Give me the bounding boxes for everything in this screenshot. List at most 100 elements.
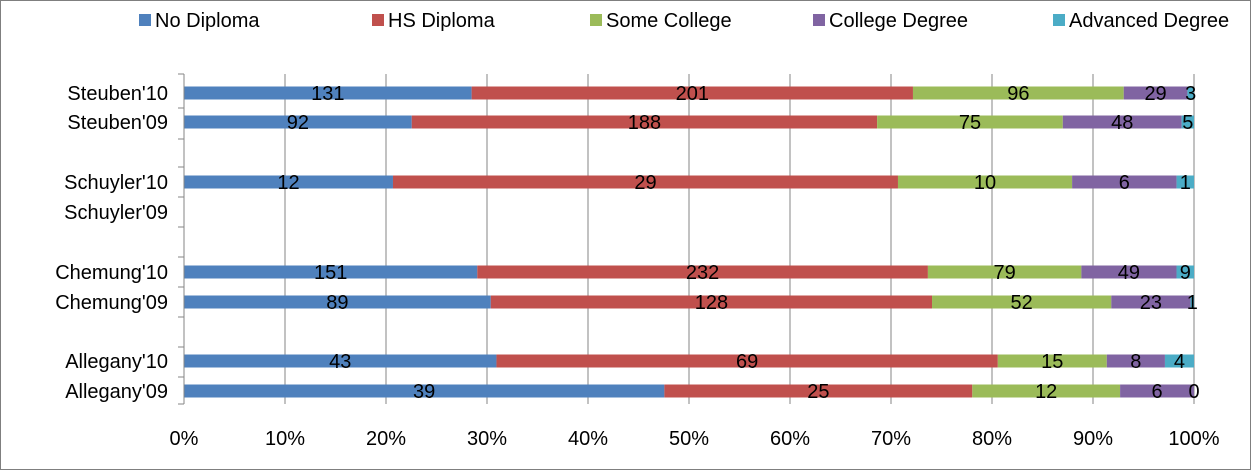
bar-segment [1176,175,1194,189]
data-label: 52 [1011,292,1033,314]
bar-segment [1081,265,1177,279]
category-label: Allegany'10 [65,351,168,373]
data-label: 201 [676,83,709,105]
x-tick-label: 100% [1168,428,1219,450]
x-tick-label: 60% [770,428,810,450]
x-tick-label: 70% [871,428,911,450]
category-label: Schuyler'09 [64,202,168,224]
data-label: 151 [314,262,347,284]
legend-swatch [372,14,384,26]
bar-segment [932,295,1112,309]
x-tick-label: 0% [170,428,199,450]
category-label: Steuben'10 [67,83,168,105]
bar-segment [997,354,1107,368]
bar-segment [184,354,497,368]
data-label: 8 [1130,351,1141,373]
data-label: 188 [628,112,661,134]
category-label: Schuyler'10 [64,172,168,194]
data-label: 128 [695,292,728,314]
bar-segment [1176,265,1194,279]
data-label: 6 [1151,381,1162,403]
data-label: 75 [959,112,981,134]
data-label: 69 [736,351,758,373]
y-axis: Steuben'10 Steuben'09 Schuyler'10 Schuyler'… [55,73,185,405]
bar-segment [1111,295,1191,309]
x-tick-label: 10% [265,428,305,450]
bar-segment [496,354,998,368]
bar-segment [912,86,1124,100]
x-tick-label: 20% [366,428,406,450]
bar-segment [1123,86,1188,100]
category-label: Chemung'10 [55,262,168,284]
bar-segment [897,175,1073,189]
bar-segment [1072,175,1177,189]
data-label: 23 [1140,292,1162,314]
data-label: 1 [1187,292,1198,314]
data-label: 89 [326,292,348,314]
bar-segment [184,86,472,100]
data-label: 0 [1188,381,1199,403]
data-label: 6 [1119,172,1130,194]
data-label: 79 [994,262,1016,284]
bar-segment [1190,295,1194,309]
data-label: 15 [1041,351,1063,373]
legend-swatch [590,14,602,26]
bar-segment [1181,115,1194,129]
data-label: 3 [1185,83,1196,105]
category-label: Chemung'09 [55,292,168,314]
legend-label: HS Diploma [388,10,496,32]
data-label: 49 [1118,262,1140,284]
data-label: 43 [329,351,351,373]
legend-swatch [1053,14,1065,26]
legend-label: No Diploma [155,10,260,32]
category-label: Steuben'09 [67,112,168,134]
data-label: 1 [1180,172,1191,194]
data-label: 29 [634,172,656,194]
bar-segment [1106,354,1165,368]
bar-segment [1164,354,1194,368]
bar-segment [1120,384,1194,398]
legend-label: Advanced Degree [1069,10,1229,32]
bar-segment [1187,86,1194,100]
bar-segment [184,175,393,189]
bar-segment [972,384,1121,398]
data-label: 29 [1144,83,1166,105]
data-label: 12 [277,172,299,194]
legend-label: College Degree [829,10,968,32]
x-axis: 0% 10% 20% 30% 40% 50% 60% 70% 80% 90% 100% [170,428,1220,450]
data-label: 12 [1035,381,1057,403]
bar-segment [877,115,1063,129]
data-label: 9 [1180,262,1191,284]
bar-segment [1062,115,1182,129]
gridlines [183,74,1195,404]
data-label: 92 [287,112,309,134]
bar-segment [392,175,898,189]
data-label: 5 [1182,112,1193,134]
data-label: 96 [1007,83,1029,105]
data-label: 25 [807,381,829,403]
data-label: 4 [1174,351,1185,373]
bar-segment [184,115,412,129]
bar-segment [927,265,1082,279]
data-label: 232 [686,262,719,284]
bar-segment [490,295,933,309]
x-tick-label: 40% [568,428,608,450]
data-label: 39 [413,381,435,403]
x-tick-label: 50% [669,428,709,450]
bar-segment [664,384,973,398]
x-tick-label: 30% [467,428,507,450]
legend-swatch [813,14,825,26]
legend: No Diploma HS Diploma Some College College … [139,10,1229,32]
legend-swatch [139,14,151,26]
bar-segment [471,86,913,100]
legend-label: Some College [606,10,732,32]
category-label: Allegany'09 [65,381,168,403]
data-label: 10 [974,172,996,194]
x-tick-label: 80% [972,428,1012,450]
bar-segment [184,265,478,279]
bar-segment [477,265,928,279]
x-tick-label: 90% [1073,428,1113,450]
